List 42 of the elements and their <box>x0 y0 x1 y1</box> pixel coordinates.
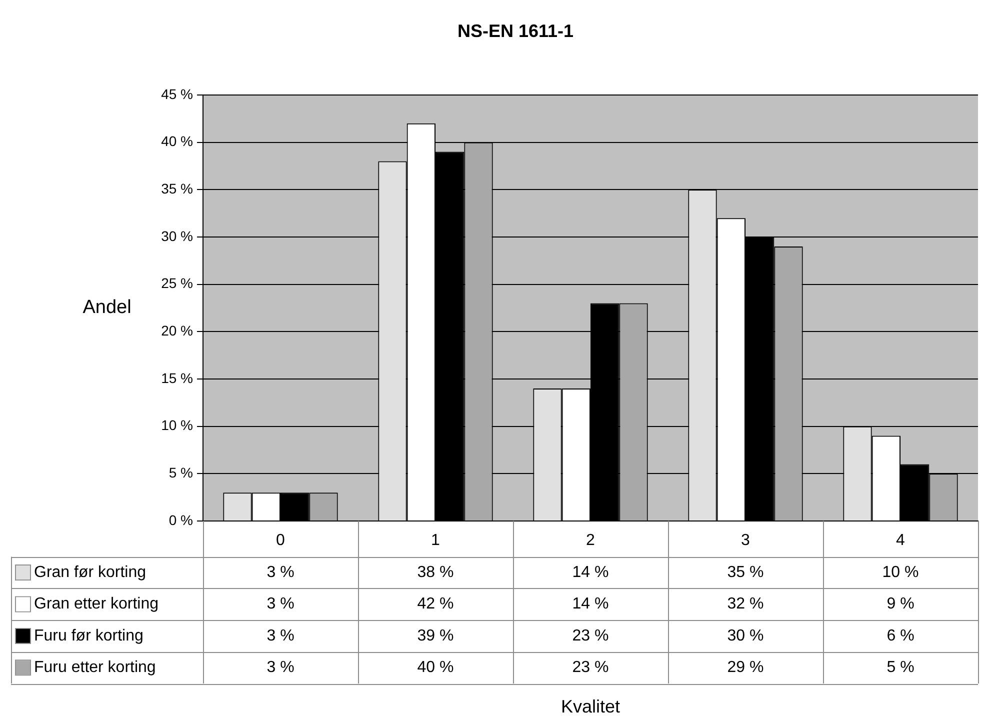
data-label: 23 % <box>572 627 609 644</box>
chart-title: NS-EN 1611-1 <box>457 20 574 41</box>
y-tick-label: 25 % <box>161 275 193 292</box>
y-tick-label: 10 % <box>161 417 193 434</box>
y-tick-label: 20 % <box>161 322 193 339</box>
y-tick-label: 45 % <box>161 86 193 102</box>
data-label: 3 % <box>266 596 294 613</box>
y-tick-label: 30 % <box>161 228 193 244</box>
data-label: 6 % <box>886 627 914 644</box>
data-label: 14 % <box>572 596 609 613</box>
y-tick-label: 0 % <box>168 512 193 528</box>
x-tick-label: 4 <box>896 532 906 550</box>
data-label: 39 % <box>417 627 454 644</box>
data-label: 29 % <box>727 659 764 676</box>
legend-label: Gran før korting <box>34 564 146 581</box>
text: Kvalitet <box>560 696 620 716</box>
data-label: 3 % <box>266 564 294 581</box>
data-label: 35 % <box>727 564 764 581</box>
y-tick-label: 35 % <box>161 180 193 197</box>
legend-label: Furu etter korting <box>34 659 156 676</box>
legend-label: Furu før korting <box>34 627 144 644</box>
x-tick-label: 2 <box>586 532 596 550</box>
data-label: 42 % <box>417 596 454 613</box>
data-label: 10 % <box>882 564 919 581</box>
data-label: 3 % <box>266 659 294 676</box>
data-label: 32 % <box>727 596 764 613</box>
data-label: 40 % <box>417 659 454 676</box>
y-tick-label: 15 % <box>161 370 193 386</box>
x-tick-label: 3 <box>741 532 750 550</box>
x-tick-label: 0 <box>276 532 286 550</box>
y-tick-label: 40 % <box>161 133 193 150</box>
x-tick-label: 1 <box>431 532 440 550</box>
y-tick-label: 5 % <box>168 464 193 481</box>
data-label: 23 % <box>572 659 609 676</box>
data-label: 5 % <box>886 659 914 676</box>
legend-label: Gran etter korting <box>34 596 158 613</box>
data-label: 9 % <box>886 596 914 613</box>
y-axis-title: Andel <box>82 297 132 318</box>
data-label: 14 % <box>572 564 609 581</box>
data-label: 38 % <box>417 564 454 581</box>
data-label: 30 % <box>727 627 764 644</box>
data-label: 3 % <box>266 627 294 644</box>
